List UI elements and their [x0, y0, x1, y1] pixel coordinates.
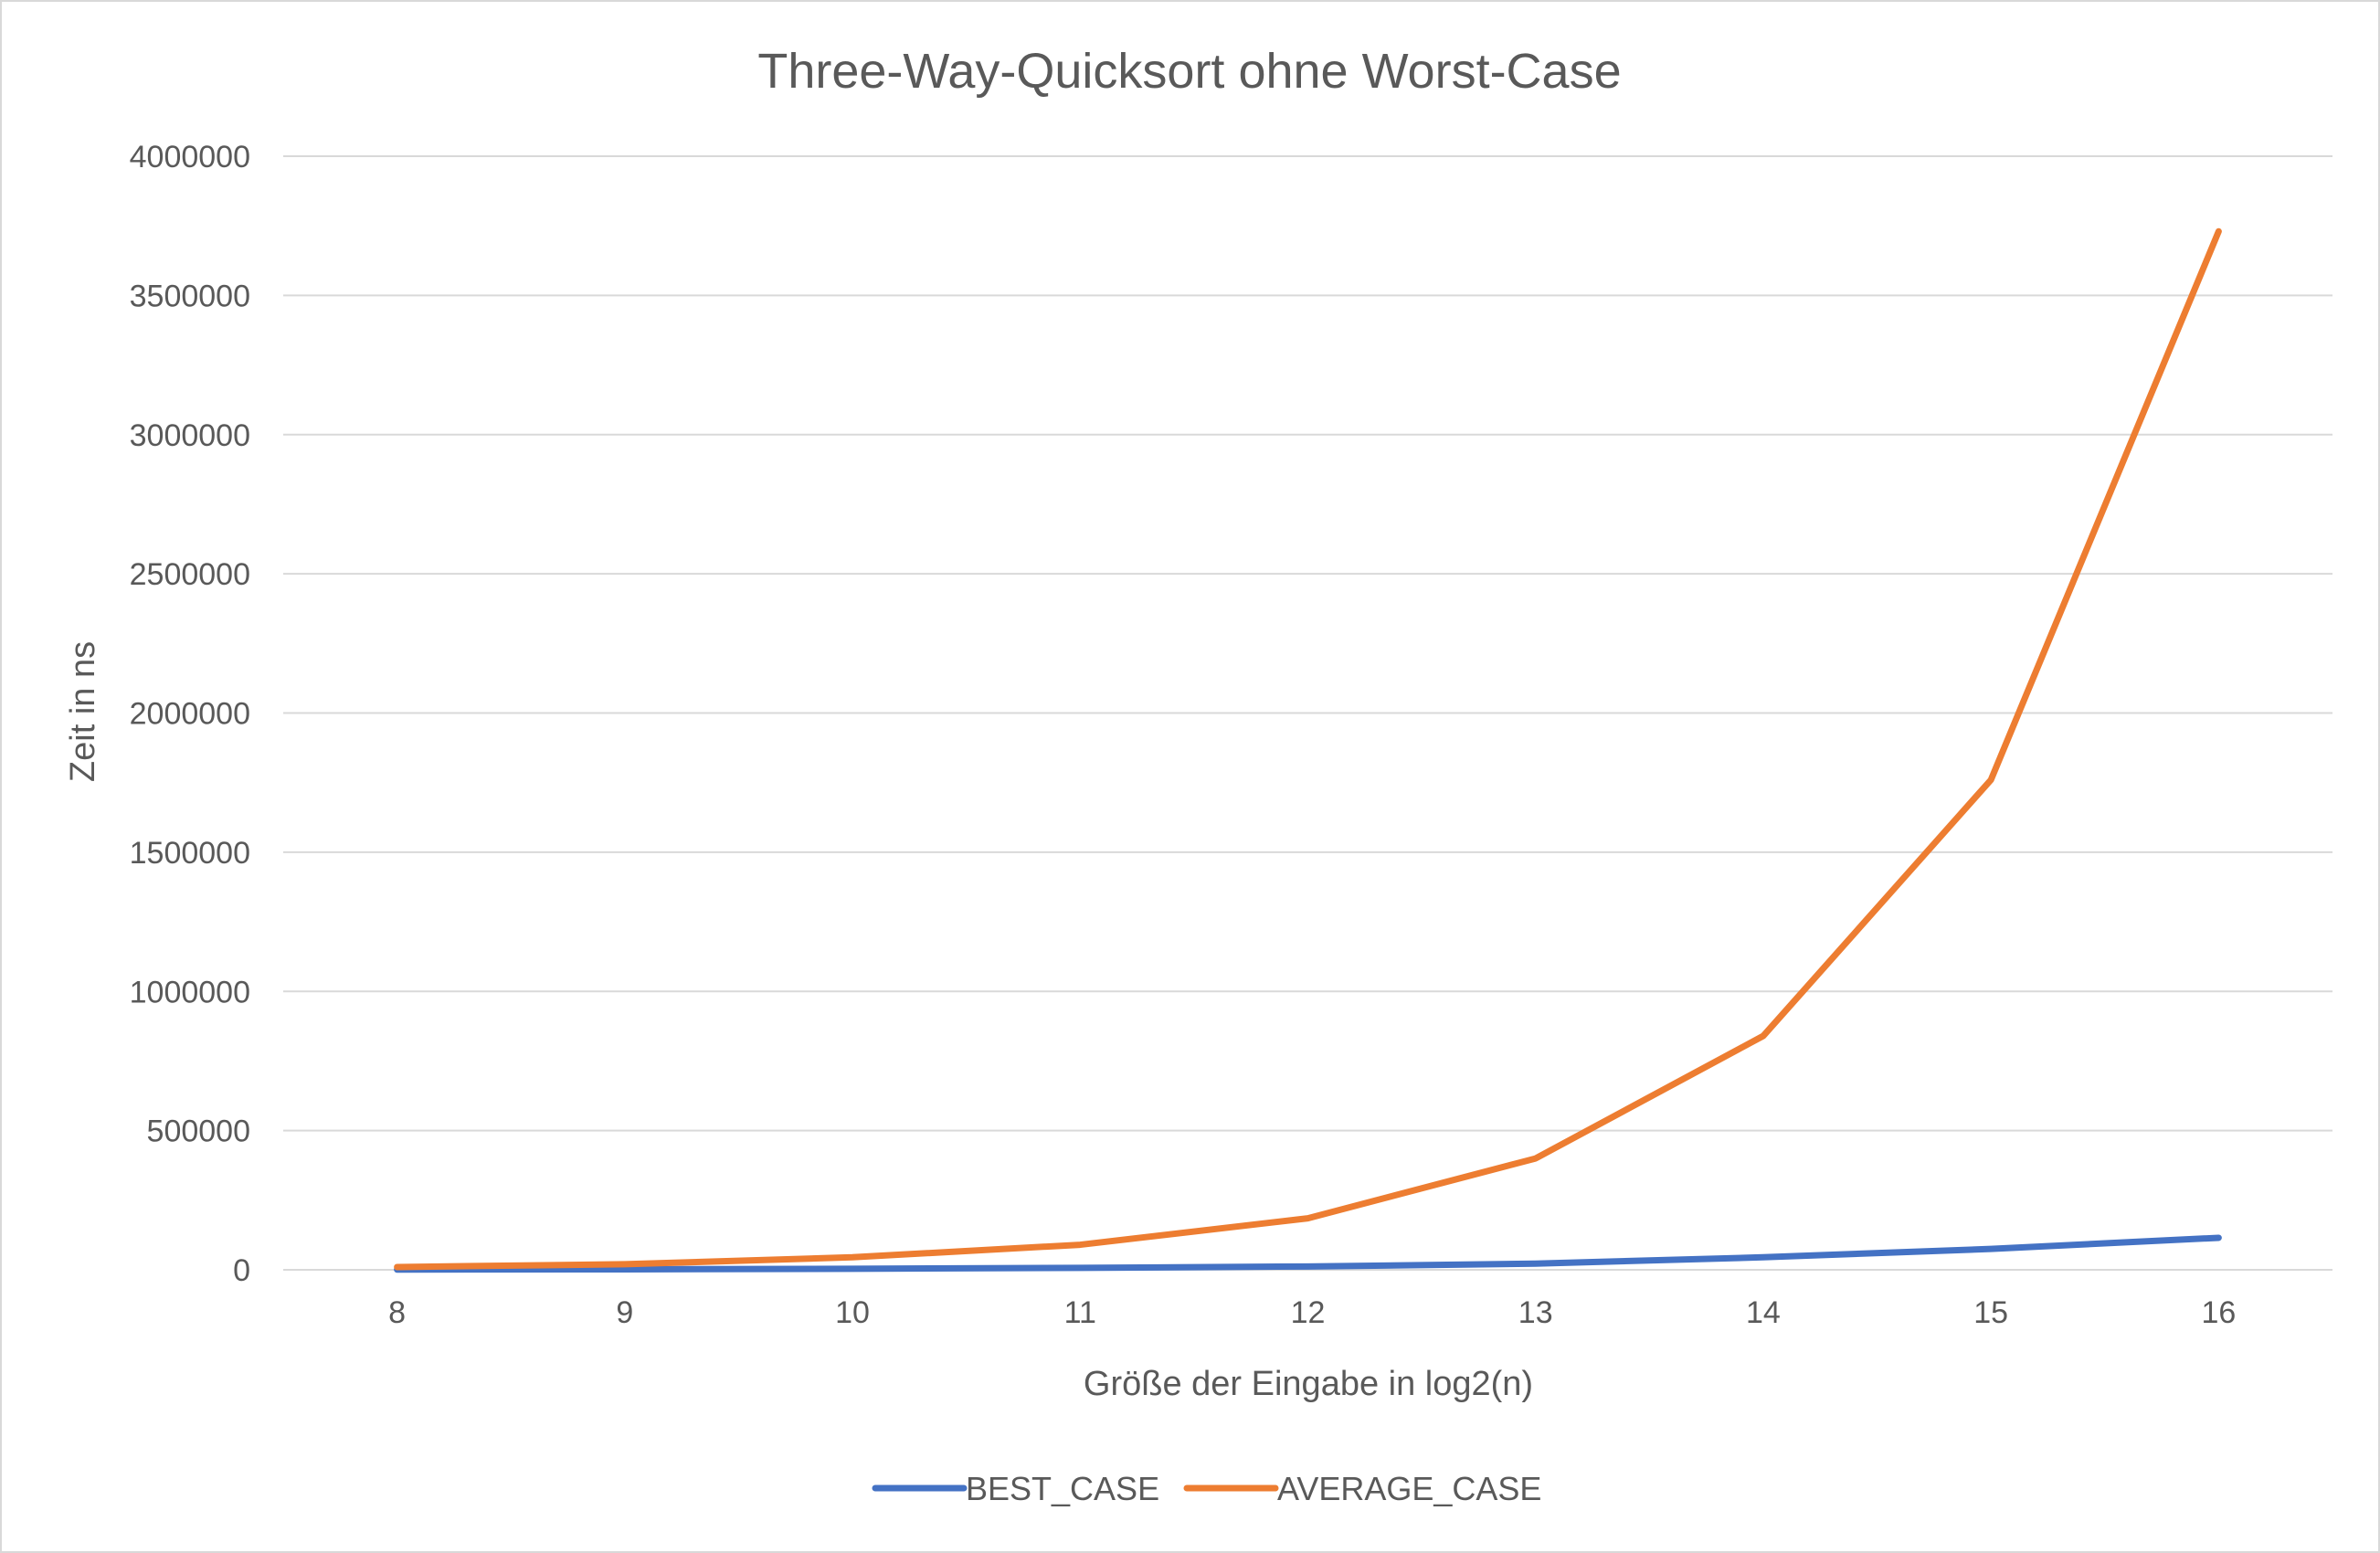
x-tick-label: 11: [1064, 1295, 1096, 1330]
y-axis-title: Zeit in ns: [64, 641, 102, 782]
y-tick-label: 3500000: [130, 279, 250, 313]
x-tick-label: 15: [1973, 1295, 2008, 1330]
y-tick-label: 0: [233, 1253, 250, 1288]
series-line-best-case: [394, 1234, 2222, 1273]
x-tick-label: 14: [1746, 1295, 1781, 1330]
y-tick-label: 3000000: [130, 418, 250, 453]
y-tick-label: 500000: [147, 1115, 250, 1149]
legend: BEST_CASE AVERAGE_CASE: [872, 1470, 1541, 1507]
x-tick-label: 13: [1518, 1295, 1553, 1330]
x-tick-label: 10: [835, 1295, 870, 1330]
y-tick-label: 2500000: [130, 557, 250, 592]
x-axis-tick-labels: 8 9 10 11 12 13 14 15 16: [388, 1295, 2236, 1330]
y-tick-label: 1000000: [130, 975, 250, 1009]
y-tick-label: 1500000: [130, 836, 250, 871]
x-tick-label: 8: [388, 1295, 406, 1330]
legend-label: AVERAGE_CASE: [1277, 1470, 1541, 1507]
series-lines: [394, 227, 2222, 1273]
y-tick-label: 4000000: [130, 140, 250, 174]
series-line-average-case: [394, 227, 2222, 1271]
y-axis-tick-labels: 0 500000 1000000 1500000 2000000 2500000 30000…: [130, 140, 250, 1288]
gridlines: [283, 155, 2332, 1271]
x-tick-label: 12: [1291, 1295, 1326, 1330]
x-tick-label: 9: [616, 1295, 633, 1330]
x-axis-title: Größe der Eingabe in log2(n): [1084, 1365, 1533, 1403]
x-tick-label: 16: [2201, 1295, 2236, 1330]
chart-title: Three-Way-Quicksort ohne Worst-Case: [757, 44, 1621, 99]
y-tick-label: 2000000: [130, 697, 250, 732]
legend-label: BEST_CASE: [966, 1470, 1159, 1507]
